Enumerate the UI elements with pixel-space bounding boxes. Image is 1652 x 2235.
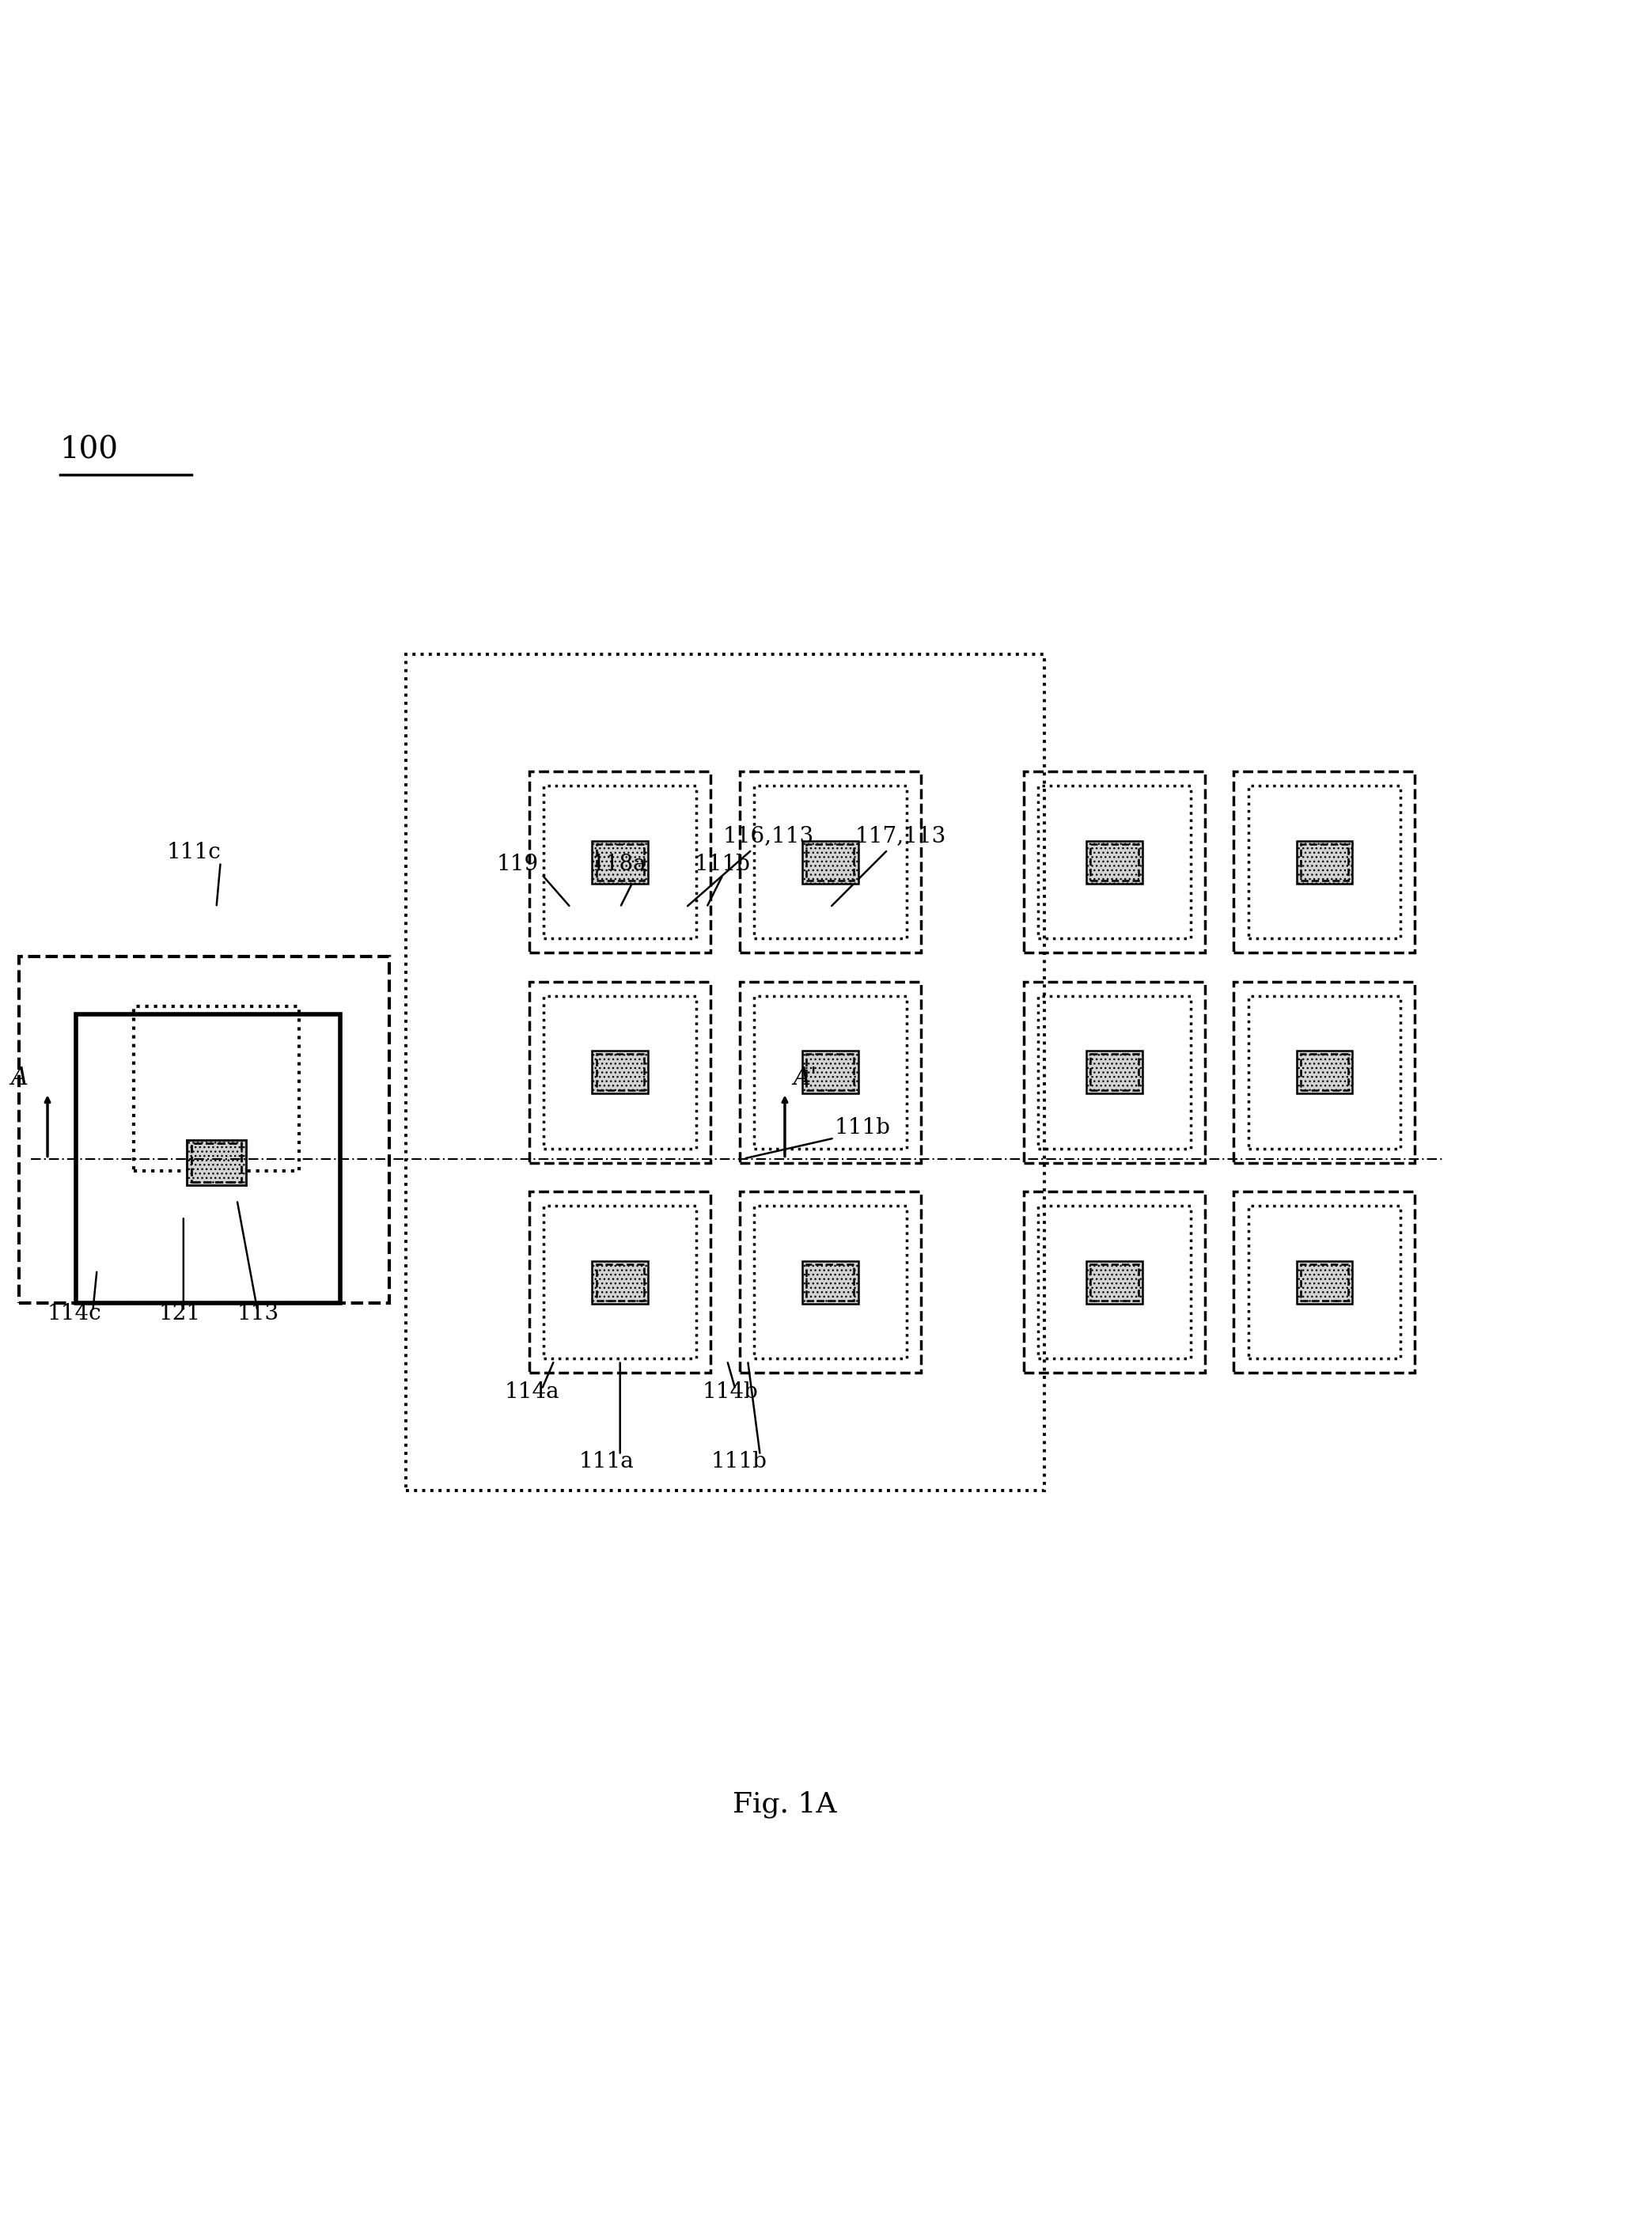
Text: 111b: 111b	[710, 1451, 767, 1473]
Text: Fig. 1A: Fig. 1A	[733, 1790, 838, 1817]
Bar	[76, 1015, 340, 1303]
Bar	[596, 1265, 644, 1301]
Bar	[596, 845, 644, 881]
Bar	[1024, 771, 1204, 952]
Bar	[1037, 787, 1191, 939]
Bar	[1090, 1265, 1138, 1301]
Bar	[753, 1207, 907, 1359]
Bar	[806, 1265, 854, 1301]
Bar	[740, 1191, 920, 1372]
Bar	[591, 1261, 648, 1303]
Bar	[1024, 1191, 1204, 1372]
Bar	[529, 771, 710, 952]
Bar	[591, 1050, 648, 1093]
Bar	[1037, 997, 1191, 1149]
Bar	[1037, 1207, 1191, 1359]
Bar	[1249, 997, 1401, 1149]
Bar	[596, 1055, 644, 1091]
Bar	[1090, 845, 1138, 881]
Bar	[803, 1261, 857, 1303]
Bar	[187, 1140, 246, 1185]
Bar	[806, 1055, 854, 1091]
Bar	[18, 957, 390, 1303]
Bar	[1249, 787, 1401, 939]
Bar	[1297, 840, 1353, 883]
Bar	[134, 1006, 299, 1171]
Bar	[529, 1191, 710, 1372]
Text: 111b: 111b	[834, 1118, 890, 1138]
Bar	[806, 845, 854, 881]
Bar	[1087, 840, 1142, 883]
Bar	[1024, 981, 1204, 1162]
Bar	[1300, 1265, 1348, 1301]
Bar	[753, 787, 907, 939]
Bar	[740, 771, 920, 952]
Text: 114a: 114a	[506, 1381, 560, 1401]
Bar	[1234, 981, 1416, 1162]
Text: 111a: 111a	[578, 1451, 634, 1473]
Bar	[591, 840, 648, 883]
Bar	[1087, 1050, 1142, 1093]
Text: 114b: 114b	[702, 1381, 758, 1401]
Bar	[544, 787, 695, 939]
Bar	[529, 981, 710, 1162]
Bar	[1234, 771, 1416, 952]
Bar	[1249, 1207, 1401, 1359]
Bar	[1300, 1055, 1348, 1091]
Bar	[740, 981, 920, 1162]
Text: 118a: 118a	[591, 854, 646, 876]
Text: 113: 113	[236, 1303, 279, 1323]
Text: 119: 119	[497, 854, 539, 876]
Bar	[1087, 1261, 1142, 1303]
Bar	[544, 997, 695, 1149]
Bar	[803, 1050, 857, 1093]
Text: 111c: 111c	[167, 840, 221, 863]
Bar	[803, 840, 857, 883]
Bar	[753, 997, 907, 1149]
Text: A': A'	[793, 1066, 818, 1091]
Text: 114c: 114c	[48, 1303, 102, 1323]
Text: 111b: 111b	[694, 854, 750, 876]
Text: 117,113: 117,113	[854, 825, 947, 847]
Bar	[1090, 1055, 1138, 1091]
Text: 100: 100	[59, 436, 119, 465]
Text: A: A	[10, 1066, 28, 1091]
Bar	[1297, 1050, 1353, 1093]
Text: 121: 121	[159, 1303, 202, 1323]
Bar	[544, 1207, 695, 1359]
Text: 116,113: 116,113	[724, 825, 814, 847]
Bar	[1234, 1191, 1416, 1372]
Bar	[1297, 1261, 1353, 1303]
Bar	[1300, 845, 1348, 881]
Bar	[192, 1144, 241, 1182]
Bar	[406, 655, 1044, 1491]
